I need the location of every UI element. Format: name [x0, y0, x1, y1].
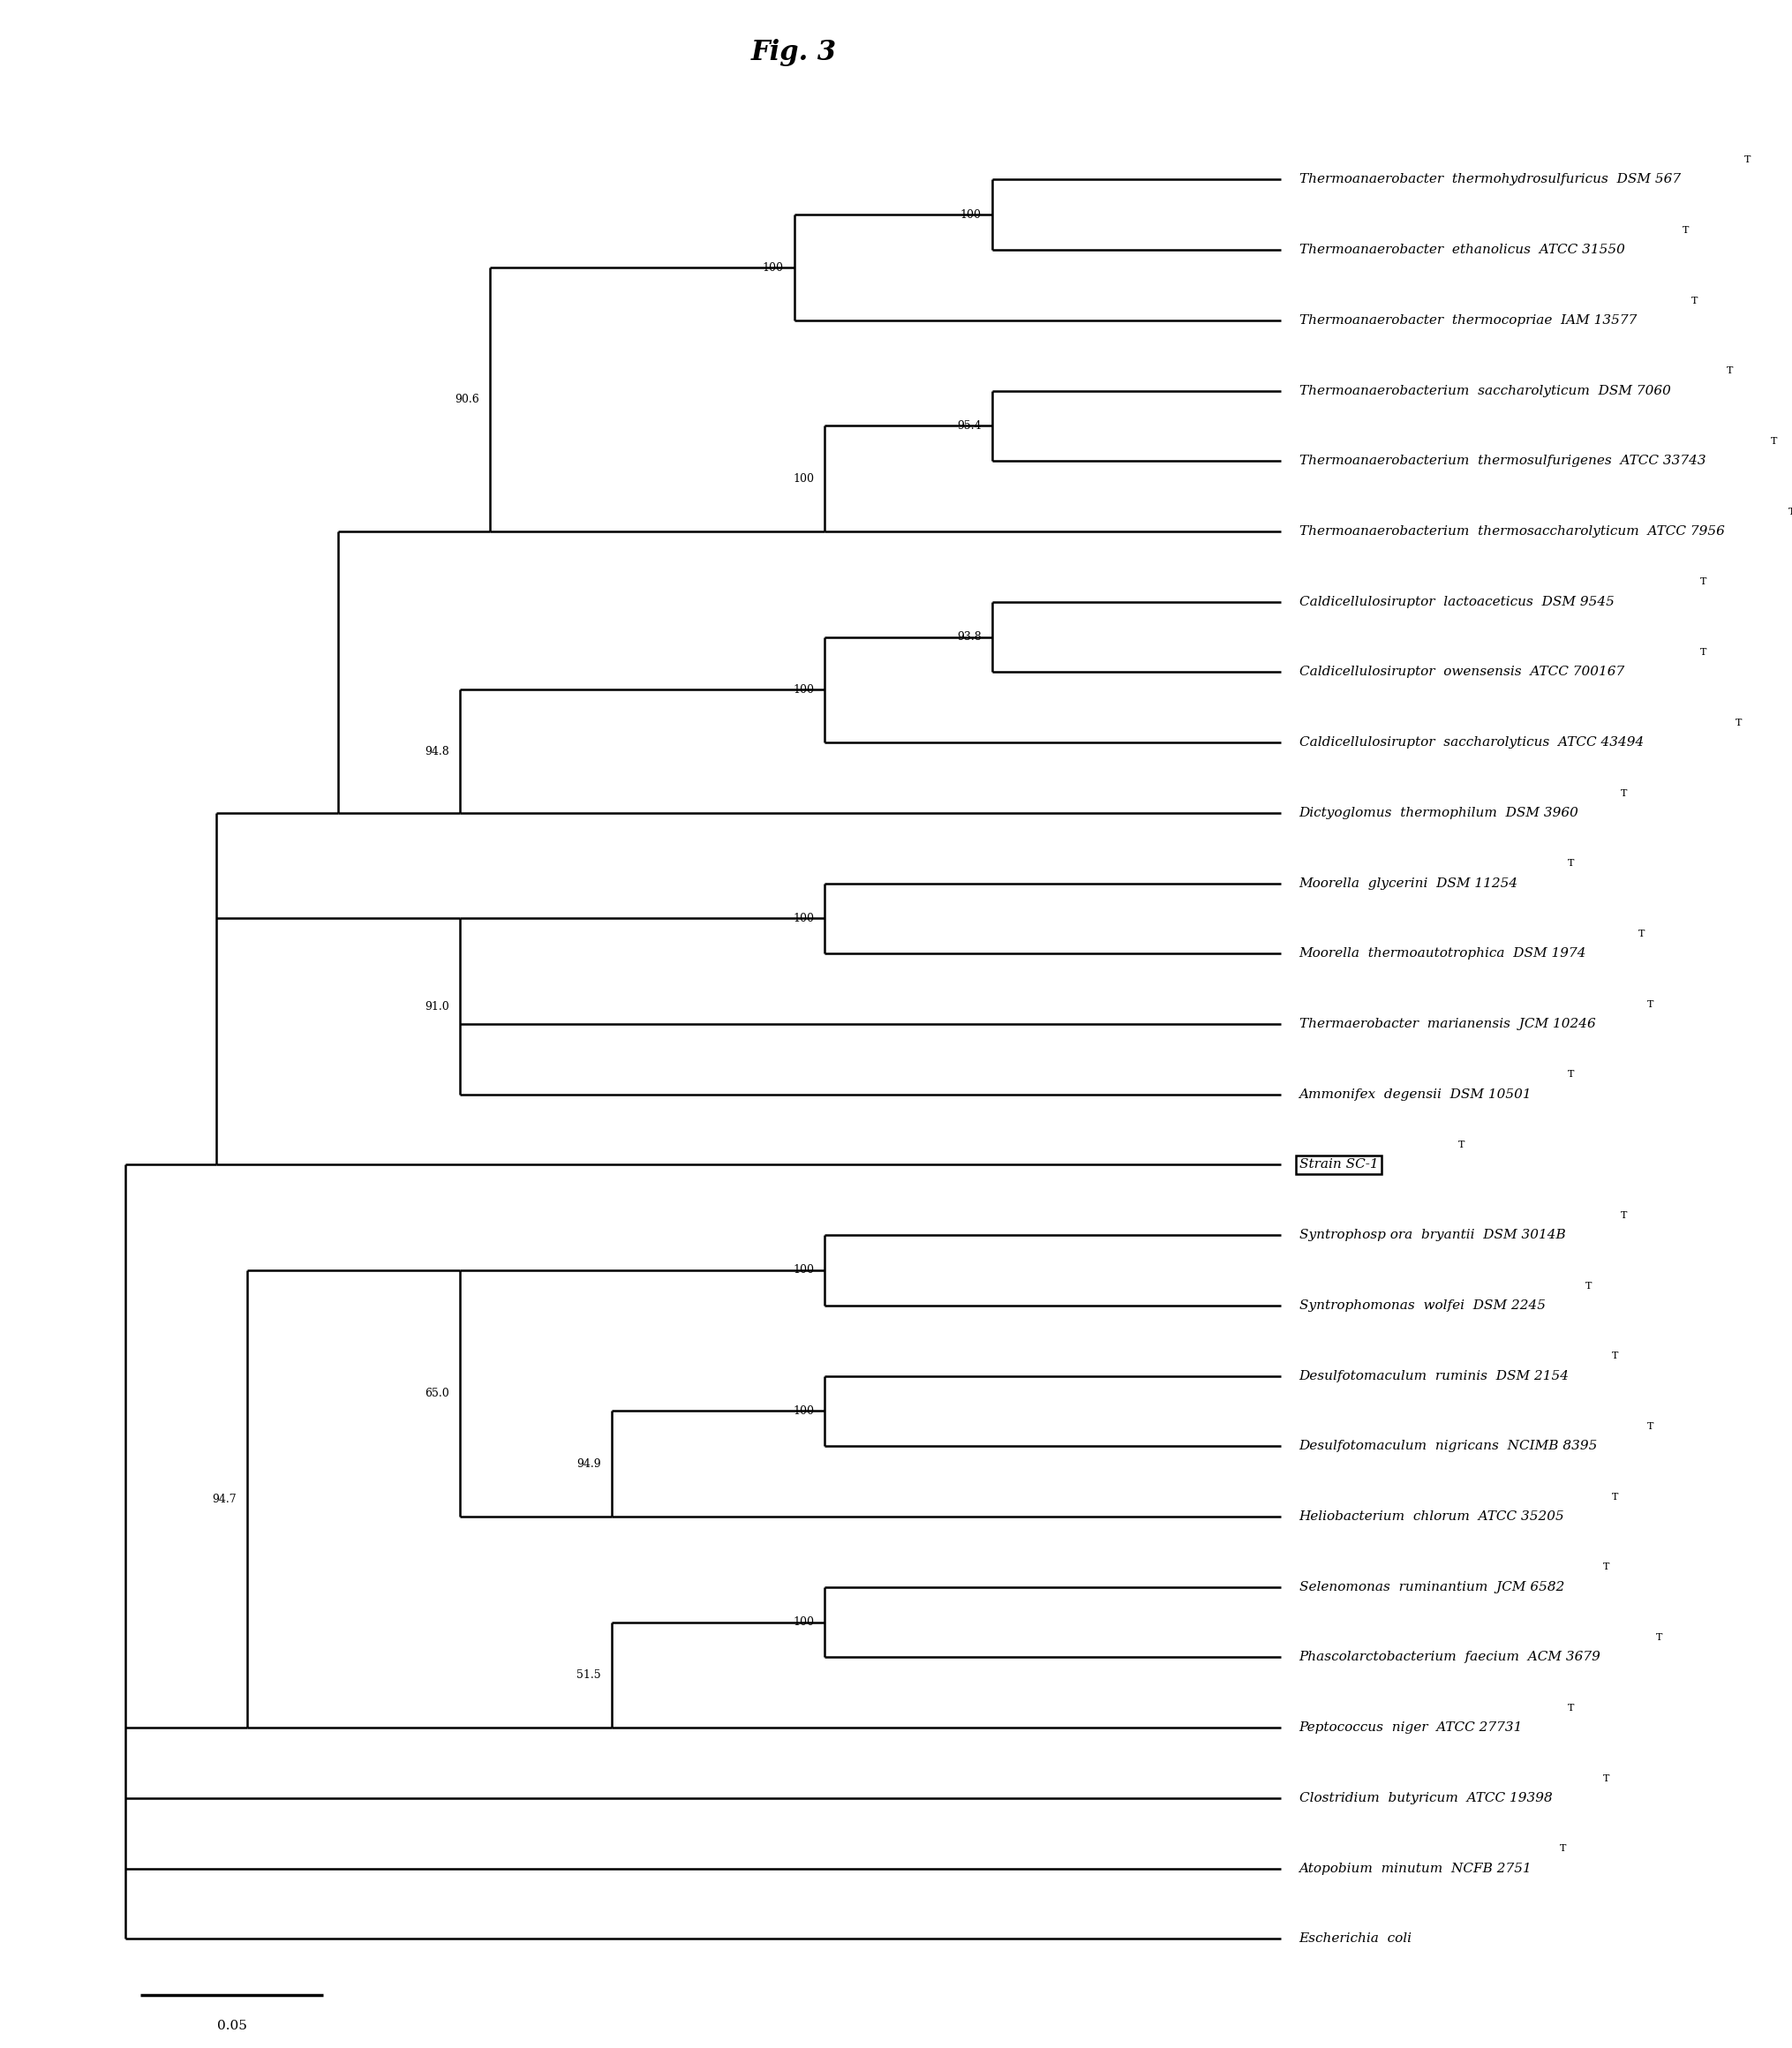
Text: T: T — [1459, 1141, 1466, 1149]
Text: T: T — [1604, 1774, 1609, 1782]
Text: Selenomonas  ruminantium  JCM 6582: Selenomonas ruminantium JCM 6582 — [1299, 1581, 1564, 1593]
Text: T: T — [1744, 156, 1751, 164]
Text: T: T — [1647, 1421, 1654, 1432]
Text: T: T — [1568, 860, 1575, 868]
Text: Peptococcus  niger  ATCC 27731: Peptococcus niger ATCC 27731 — [1299, 1722, 1523, 1735]
Text: Escherichia  coli: Escherichia coli — [1299, 1933, 1412, 1946]
Text: Moorella  thermoautotrophica  DSM 1974: Moorella thermoautotrophica DSM 1974 — [1299, 948, 1586, 961]
Text: 65.0: 65.0 — [425, 1389, 450, 1399]
Text: T: T — [1622, 1210, 1627, 1221]
Text: T: T — [1568, 1071, 1575, 1079]
Text: T: T — [1613, 1352, 1618, 1360]
Text: T: T — [1586, 1282, 1593, 1290]
Text: 91.0: 91.0 — [425, 1001, 450, 1012]
Text: Atopobium  minutum  NCFB 2751: Atopobium minutum NCFB 2751 — [1299, 1862, 1532, 1874]
Text: 100: 100 — [792, 1264, 814, 1276]
Text: 100: 100 — [792, 684, 814, 696]
Text: Syntrophosp ora  bryantii  DSM 3014B: Syntrophosp ora bryantii DSM 3014B — [1299, 1229, 1566, 1241]
Text: Strain SC-1: Strain SC-1 — [1299, 1159, 1378, 1171]
Text: Clostridium  butyricum  ATCC 19398: Clostridium butyricum ATCC 19398 — [1299, 1792, 1552, 1804]
Text: T: T — [1788, 508, 1792, 516]
Text: 100: 100 — [792, 913, 814, 924]
Text: 100: 100 — [792, 1405, 814, 1417]
Text: Caldicellulosiruptor  saccharolyticus  ATCC 43494: Caldicellulosiruptor saccharolyticus ATC… — [1299, 737, 1643, 750]
Text: T: T — [1638, 930, 1645, 938]
Text: Heliobacterium  chlorum  ATCC 35205: Heliobacterium chlorum ATCC 35205 — [1299, 1509, 1564, 1524]
Text: T: T — [1701, 647, 1708, 657]
Text: Dictyoglomus  thermophilum  DSM 3960: Dictyoglomus thermophilum DSM 3960 — [1299, 807, 1579, 819]
Text: T: T — [1692, 297, 1699, 305]
Text: Caldicellulosiruptor  owensensis  ATCC 700167: Caldicellulosiruptor owensensis ATCC 700… — [1299, 666, 1624, 678]
Text: Caldicellulosiruptor  lactoaceticus  DSM 9545: Caldicellulosiruptor lactoaceticus DSM 9… — [1299, 596, 1615, 608]
Text: Thermoanaerobacter  thermocopriae  IAM 13577: Thermoanaerobacter thermocopriae IAM 135… — [1299, 313, 1636, 326]
Text: Phascolarctobacterium  faecium  ACM 3679: Phascolarctobacterium faecium ACM 3679 — [1299, 1651, 1600, 1663]
Text: 100: 100 — [961, 209, 982, 221]
Text: Desulfotomaculum  nigricans  NCIMB 8395: Desulfotomaculum nigricans NCIMB 8395 — [1299, 1440, 1598, 1452]
Text: 93.8: 93.8 — [957, 631, 982, 643]
Text: Thermoanaerobacter  thermohydrosulfuricus  DSM 567: Thermoanaerobacter thermohydrosulfuricus… — [1299, 174, 1681, 186]
Text: 90.6: 90.6 — [455, 393, 480, 406]
Text: Moorella  glycerini  DSM 11254: Moorella glycerini DSM 11254 — [1299, 877, 1518, 889]
Text: 100: 100 — [792, 1616, 814, 1628]
Text: 100: 100 — [792, 473, 814, 485]
Text: T: T — [1656, 1632, 1663, 1642]
Text: T: T — [1701, 578, 1708, 586]
Text: T: T — [1683, 225, 1690, 236]
Text: 95.4: 95.4 — [957, 420, 982, 432]
Text: T: T — [1613, 1493, 1618, 1501]
Text: Desulfotomaculum  ruminis  DSM 2154: Desulfotomaculum ruminis DSM 2154 — [1299, 1370, 1570, 1382]
Text: Thermaerobacter  marianensis  JCM 10246: Thermaerobacter marianensis JCM 10246 — [1299, 1018, 1595, 1030]
Text: Thermoanaerobacterium  thermosulfurigenes  ATCC 33743: Thermoanaerobacterium thermosulfurigenes… — [1299, 455, 1706, 467]
Text: Thermoanaerobacterium  thermosaccharolyticum  ATCC 7956: Thermoanaerobacterium thermosaccharolyti… — [1299, 524, 1724, 539]
Text: Syntrophomonas  wolfei  DSM 2245: Syntrophomonas wolfei DSM 2245 — [1299, 1298, 1545, 1311]
Text: Fig. 3: Fig. 3 — [751, 39, 837, 68]
Text: T: T — [1559, 1845, 1566, 1853]
Text: T: T — [1727, 367, 1733, 375]
Text: 94.7: 94.7 — [211, 1493, 237, 1505]
Text: 94.9: 94.9 — [577, 1458, 600, 1470]
Text: 51.5: 51.5 — [577, 1669, 600, 1681]
Text: T: T — [1568, 1704, 1575, 1712]
Text: 100: 100 — [762, 262, 783, 272]
Text: 94.8: 94.8 — [425, 745, 450, 758]
Text: Ammonifex  degensii  DSM 10501: Ammonifex degensii DSM 10501 — [1299, 1087, 1532, 1100]
Text: Thermoanaerobacterium  saccharolyticum  DSM 7060: Thermoanaerobacterium saccharolyticum DS… — [1299, 385, 1670, 397]
Text: T: T — [1622, 788, 1627, 797]
Text: T: T — [1770, 436, 1778, 446]
Text: T: T — [1647, 999, 1654, 1010]
Text: T: T — [1736, 719, 1742, 727]
Text: 0.05: 0.05 — [217, 2019, 247, 2032]
Text: Thermoanaerobacter  ethanolicus  ATCC 31550: Thermoanaerobacter ethanolicus ATCC 3155… — [1299, 244, 1625, 256]
Text: T: T — [1604, 1563, 1609, 1571]
